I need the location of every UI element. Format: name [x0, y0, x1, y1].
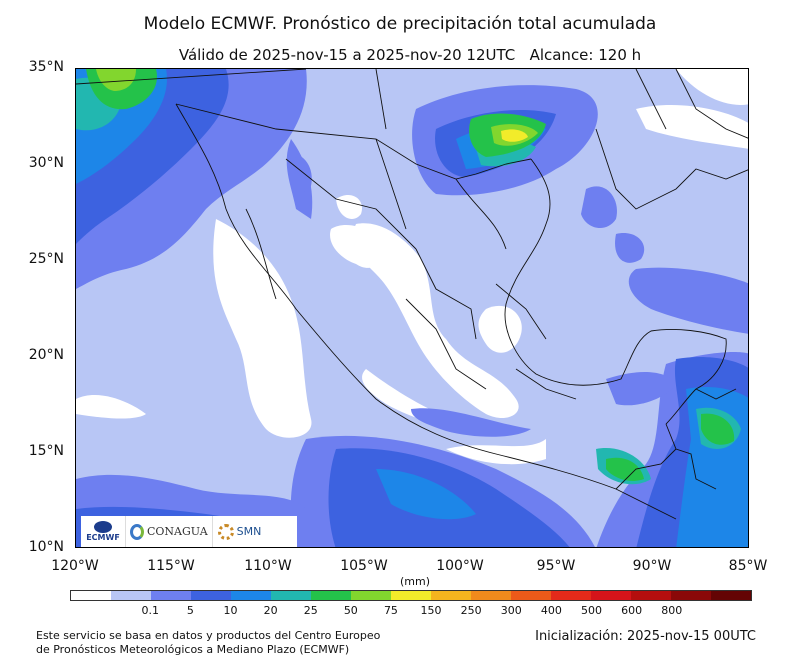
ecmwf-logo-text: ECMWF [86, 533, 120, 542]
footer-credit-line1: Este servicio se basa en datos y product… [36, 629, 381, 642]
colorbar-segment [431, 591, 471, 600]
colorbar-tick-label: 0.1 [141, 604, 159, 617]
map-svg [76, 69, 748, 547]
borders [76, 69, 748, 520]
colorbar-segment [591, 591, 631, 600]
lat-label-15n: 15°N [28, 443, 64, 459]
colorbar-segment [71, 591, 111, 600]
colorbar-unit: (mm) [399, 575, 430, 588]
smn-logo-text: SMN [236, 525, 262, 538]
colorbar-tick-label: 400 [540, 604, 562, 617]
colorbar-segment [191, 591, 231, 600]
smn-gear-icon [217, 523, 234, 540]
map-subtitle: Válido de 2025-nov-15 a 2025-nov-20 12UT… [178, 46, 642, 64]
colorbar-segment [711, 591, 751, 600]
conagua-mark-icon [130, 523, 144, 540]
conagua-logo: CONAGUA [126, 516, 213, 547]
colorbar-segment [311, 591, 351, 600]
lat-label-30n: 30°N [28, 155, 64, 171]
lon-label-90w: 90°W [632, 558, 672, 574]
logos-box: ECMWF CONAGUA SMN [81, 516, 297, 547]
footer-credit-line2: de Pronósticos Meteorológicos a Mediano … [36, 643, 350, 656]
colorbar-tick-label: 50 [343, 604, 358, 617]
colorbar-segment [271, 591, 311, 600]
colorbar-segment [391, 591, 431, 600]
lon-label-120w: 120°W [51, 558, 99, 574]
colorbar-tick-label: 800 [661, 604, 683, 617]
smn-logo: SMN [213, 516, 267, 547]
colorbar-tick-label: 150 [420, 604, 442, 617]
initialization-time: Inicialización: 2025-nov-15 00UTC [535, 629, 756, 644]
colorbar-segment [111, 591, 151, 600]
lon-label-100w: 100°W [436, 558, 484, 574]
lon-label-95w: 95°W [536, 558, 576, 574]
rain-150-250 [501, 129, 528, 142]
lon-label-110w: 110°W [244, 558, 292, 574]
colorbar-tick-label: 500 [581, 604, 603, 617]
ecmwf-globe-icon [94, 521, 112, 533]
colorbar-tick-label: 75 [383, 604, 398, 617]
lat-label-25n: 25°N [28, 251, 64, 267]
lat-label-10n: 10°N [28, 539, 64, 555]
colorbar-tick-label: 5 [186, 604, 194, 617]
ecmwf-logo: ECMWF [81, 516, 126, 547]
conagua-logo-text: CONAGUA [147, 525, 208, 538]
lon-label-85w: 85°W [728, 558, 768, 574]
lat-label-35n: 35°N [28, 59, 64, 75]
colorbar-segment [511, 591, 551, 600]
colorbar-tick-label: 250 [460, 604, 482, 617]
lon-label-115w: 115°W [147, 558, 195, 574]
footer-credit: Este servicio se basa en datos y product… [36, 629, 380, 657]
precipitation-map: ECMWF CONAGUA SMN [75, 68, 749, 548]
colorbar-segment [231, 591, 271, 600]
colorbar-segment [631, 591, 671, 600]
colorbar-segment [671, 591, 711, 600]
colorbar-tick-label: 10 [223, 604, 238, 617]
colorbar-segment [351, 591, 391, 600]
colorbar-tick-label: 25 [303, 604, 318, 617]
lat-label-20n: 20°N [28, 347, 64, 363]
colorbar-segment [471, 591, 511, 600]
dry-areas [76, 69, 748, 465]
map-title: Modelo ECMWF. Pronóstico de precipitació… [143, 14, 657, 34]
colorbar-tick-label: 20 [263, 604, 278, 617]
colorbar-segment [551, 591, 591, 600]
colorbar [70, 590, 752, 601]
lon-label-105w: 105°W [340, 558, 388, 574]
colorbar-tick-label: 300 [500, 604, 522, 617]
colorbar-tick-label: 600 [621, 604, 643, 617]
colorbar-segment [151, 591, 191, 600]
